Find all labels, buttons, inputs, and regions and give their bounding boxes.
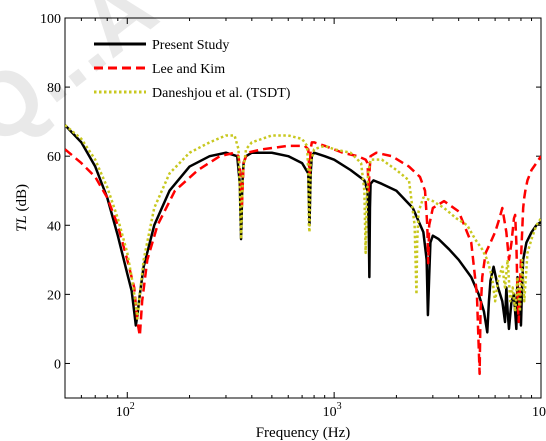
legend: Present Study Lee and Kim Daneshjou et a… [94, 38, 291, 101]
series-lines [65, 124, 541, 376]
series-line-lee-and-kim [65, 141, 541, 376]
y-axis-label: TL (dB) [14, 184, 30, 232]
x-tick-exponent: 2 [130, 401, 135, 412]
y-axis-label-unit: (dB) [14, 184, 30, 215]
x-tick-base: 10 [323, 405, 337, 420]
legend-label-present-study: Present Study [152, 38, 229, 53]
y-axis-label-symbol: TL [14, 215, 30, 232]
series-line-present-study [65, 124, 541, 334]
x-axis: 102 103 10 [64, 18, 546, 420]
x-axis-label: Frequency (Hz) [256, 425, 351, 441]
legend-label-daneshjou: Daneshjou et al. (TSDT) [152, 86, 291, 101]
x-tick-base: 10 [532, 405, 546, 420]
y-tick-label: 60 [47, 150, 61, 165]
y-tick-label: 40 [47, 219, 61, 234]
y-tick-label: 80 [47, 81, 61, 96]
x-tick-exponent: 3 [337, 401, 342, 412]
x-tick-label: 102 [116, 401, 135, 420]
series-line-daneshjou-et-al-tsdt [65, 124, 541, 320]
legend-label-lee-kim: Lee and Kim [152, 62, 225, 77]
y-tick-label: 100 [40, 12, 61, 27]
x-tick-label: 103 [323, 401, 342, 420]
y-axis: 0 20 40 60 80 100 [40, 12, 541, 372]
y-tick-label: 0 [54, 357, 61, 372]
x-tick-label: 10 [532, 405, 546, 420]
watermark: Q...A [0, 0, 175, 165]
x-tick-base: 10 [116, 405, 130, 420]
y-tick-label: 20 [47, 288, 61, 303]
plot-frame [64, 17, 542, 399]
